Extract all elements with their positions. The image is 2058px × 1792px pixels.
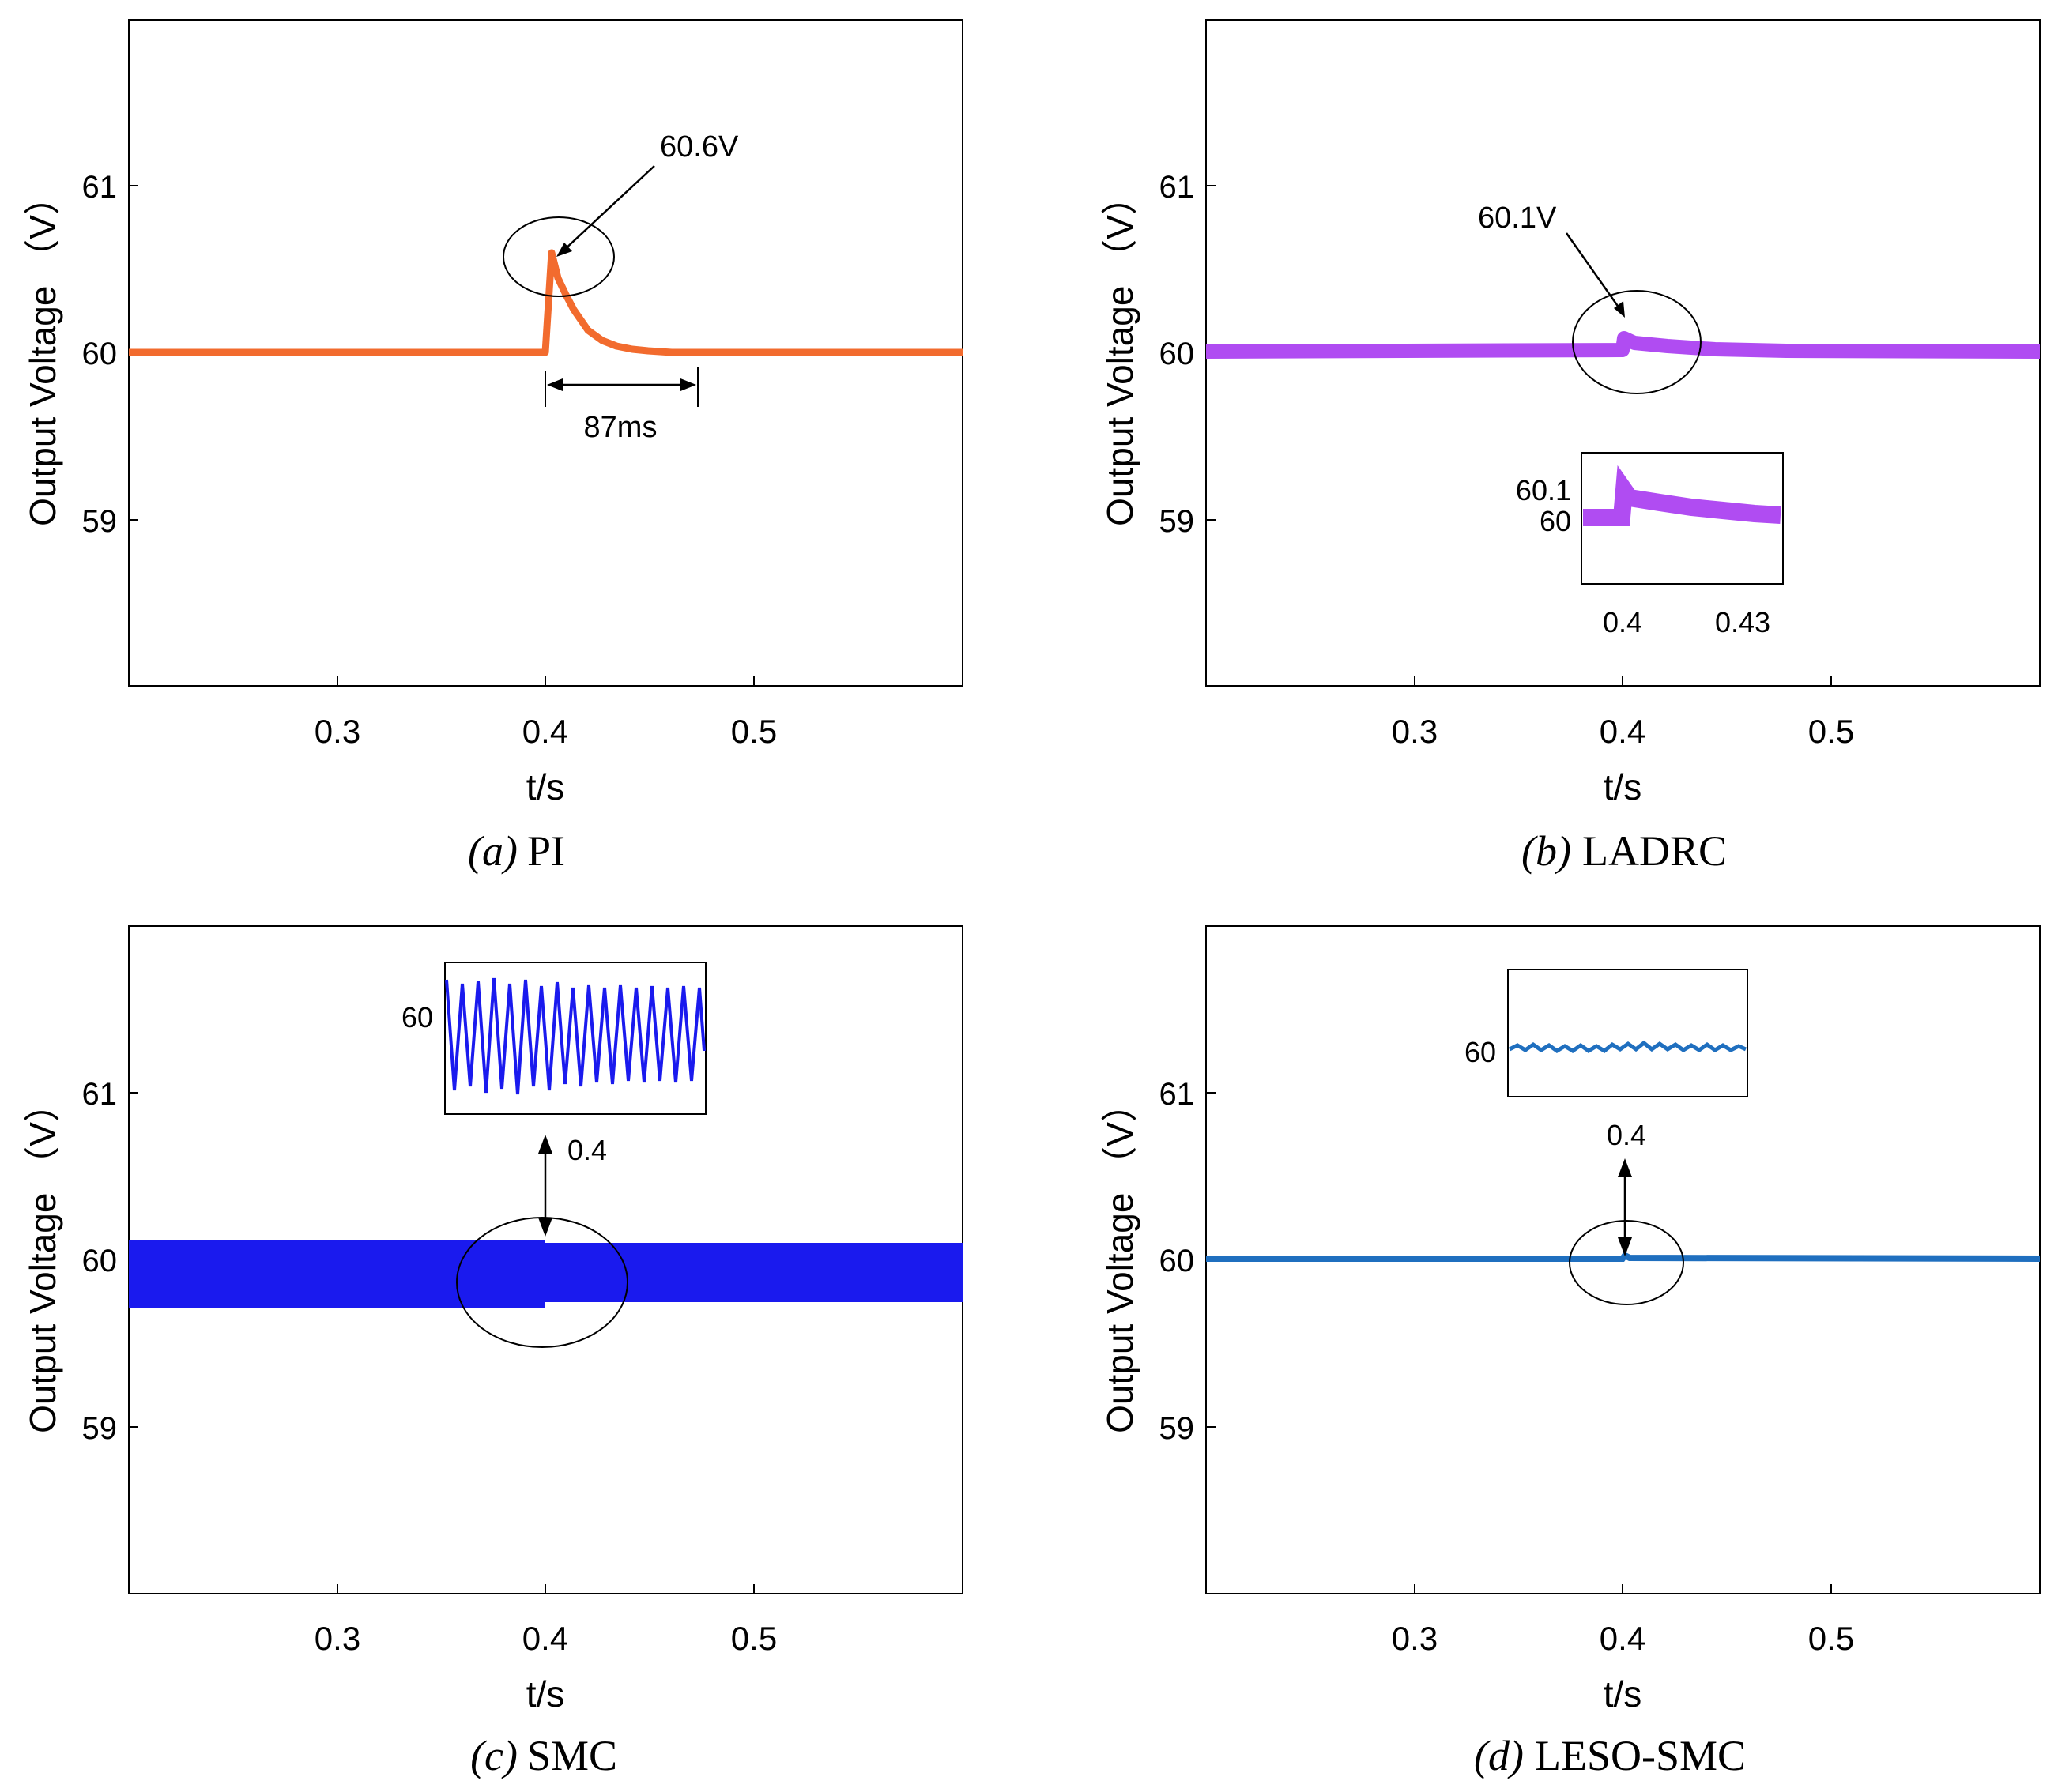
x-tick-label: 0.3 — [315, 713, 360, 750]
annotation-arrowhead — [556, 243, 572, 257]
inset-trace — [445, 977, 706, 1095]
peak-annotation: 60.6V — [660, 130, 739, 164]
annotation-arrowhead — [538, 1135, 552, 1154]
interval-arrowhead — [547, 378, 563, 391]
panel-caption: (a) PI — [468, 827, 565, 875]
x-axis-label: t/s — [1604, 766, 1642, 808]
x-axis-label: t/s — [1604, 1673, 1642, 1715]
interval-arrowhead — [680, 378, 696, 391]
inset-trace — [1583, 465, 1781, 526]
inset-trace — [1508, 1040, 1747, 1054]
x-tick-label: 0.4 — [522, 1620, 568, 1657]
inset-y-tick-label: 60.1 — [1516, 474, 1571, 506]
y-axis-label: Output Voltage （V） — [22, 179, 63, 526]
annotation-arrow — [1565, 232, 1623, 311]
x-tick-label: 0.3 — [315, 1620, 360, 1657]
x-tick-label: 0.4 — [522, 713, 568, 750]
x-tick-label: 0.5 — [1808, 713, 1854, 750]
y-axis-label: Output Voltage （V） — [22, 1086, 63, 1433]
y-axis-label: Output Voltage （V） — [1099, 179, 1140, 526]
panel-title: SMC — [527, 1732, 617, 1779]
panel-title: LESO-SMC — [1535, 1732, 1746, 1779]
inset-frame — [1507, 969, 1748, 1097]
annotation-arrowhead — [1614, 301, 1625, 318]
panel-d: 61 60 59 0.3 0.4 0.5 t/s Output Voltage … — [1099, 925, 2041, 1779]
series-band — [545, 1243, 963, 1302]
panel-caption: (b) LADRC — [1521, 827, 1727, 875]
panel-title: LADRC — [1582, 827, 1727, 875]
panel-label: (c) — [470, 1732, 518, 1779]
y-tick-label: 59 — [82, 1411, 118, 1446]
series-line — [1205, 331, 2041, 359]
y-axis-label: Output Voltage （V） — [1099, 1086, 1140, 1433]
inset-frame — [444, 962, 707, 1115]
panel-b: 61 60 59 0.3 0.4 0.5 t/s Output Voltage … — [1099, 19, 2041, 875]
x-tick-label: 0.5 — [1808, 1620, 1854, 1657]
inset-x-tick-label: 0.4 — [1603, 606, 1642, 638]
highlight-ellipse — [1572, 290, 1702, 394]
zoom-inset: 60 — [401, 962, 707, 1115]
x-tick-label: 0.3 — [1392, 1620, 1438, 1657]
series-band — [129, 1240, 545, 1308]
inset-y-tick-label: 60 — [1540, 505, 1571, 537]
peak-annotation: 60.1V — [1478, 201, 1557, 235]
panel-label: (a) — [468, 827, 518, 875]
x-tick-label: 0.3 — [1392, 713, 1438, 750]
panel-a: 61 60 59 0.3 0.4 0.5 t/s Output Voltage … — [22, 19, 963, 875]
panel-caption: (d) LESO-SMC — [1474, 1732, 1746, 1779]
annotation-arrow — [562, 165, 655, 252]
inset-y-tick-label: 60 — [401, 1001, 433, 1033]
zoom-inset: 60.1 60 0.4 0.43 — [1516, 452, 1784, 638]
interval-annotation: 87ms — [584, 411, 658, 444]
time-annotation: 0.4 — [1607, 1119, 1646, 1151]
time-annotation: 0.4 — [567, 1134, 607, 1166]
inset-y-tick-label: 60 — [1464, 1036, 1496, 1068]
panel-c: 61 60 59 0.3 0.4 0.5 t/s Output Voltage … — [22, 925, 963, 1779]
series-line — [129, 249, 963, 356]
zoom-inset: 60 — [1464, 969, 1748, 1097]
y-tick-label: 61 — [1159, 1077, 1195, 1112]
x-axis-label: t/s — [526, 766, 565, 808]
y-tick-label: 61 — [82, 170, 118, 205]
highlight-ellipse — [1569, 1220, 1684, 1305]
y-tick-label: 61 — [82, 1077, 118, 1112]
inset-x-tick-label: 0.43 — [1715, 606, 1770, 638]
highlight-ellipse — [503, 216, 615, 297]
y-tick-label: 60 — [82, 337, 118, 371]
y-tick-label: 59 — [82, 504, 118, 539]
panel-label: (b) — [1521, 827, 1571, 875]
y-tick-label: 59 — [1159, 1411, 1195, 1446]
x-tick-label: 0.4 — [1600, 1620, 1645, 1657]
series-line — [1206, 1251, 2041, 1262]
y-tick-label: 59 — [1159, 504, 1195, 539]
annotation-arrowhead — [1618, 1158, 1632, 1177]
y-tick-label: 61 — [1159, 170, 1195, 205]
panel-title: PI — [527, 827, 565, 875]
x-tick-label: 0.5 — [731, 713, 777, 750]
x-tick-label: 0.4 — [1600, 713, 1645, 750]
y-tick-label: 60 — [1159, 1244, 1195, 1278]
annotation-arrowhead — [538, 1218, 552, 1237]
y-tick-label: 60 — [82, 1244, 118, 1278]
annotation-arrowhead — [1618, 1237, 1632, 1256]
panel-label: (d) — [1474, 1732, 1524, 1779]
x-axis-label: t/s — [526, 1673, 565, 1715]
y-tick-label: 60 — [1159, 337, 1195, 371]
x-tick-label: 0.5 — [731, 1620, 777, 1657]
panel-caption: (c) SMC — [470, 1732, 617, 1779]
